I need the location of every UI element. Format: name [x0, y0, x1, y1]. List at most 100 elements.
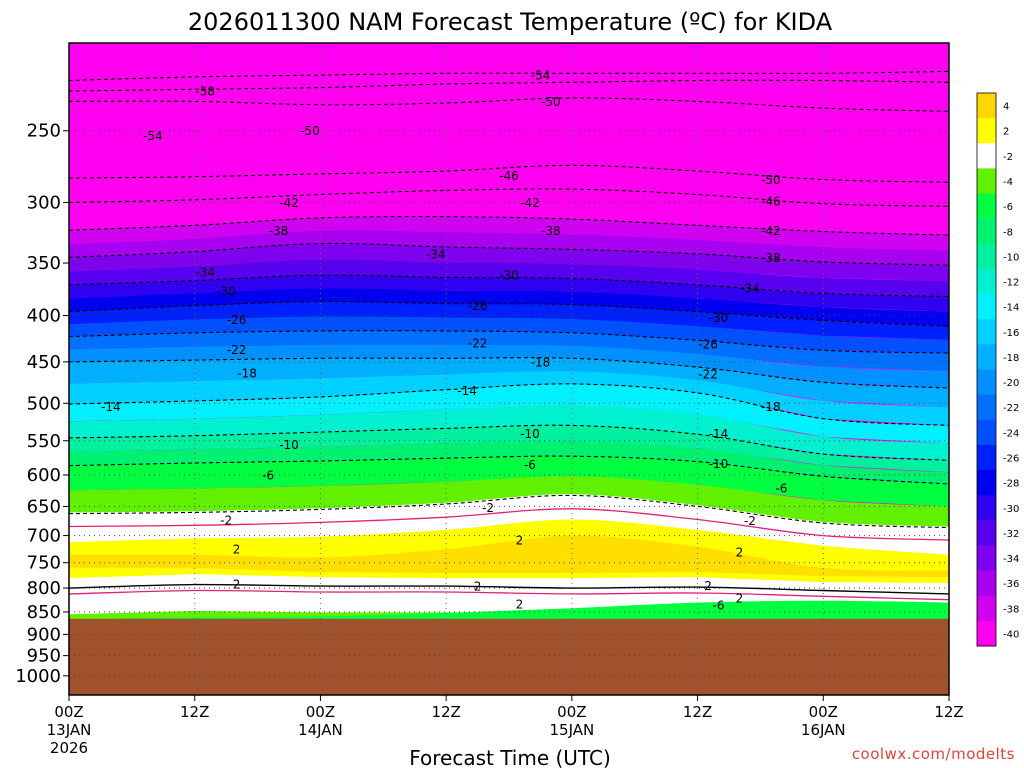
colorbar-tick-label: -38: [1003, 604, 1019, 615]
contour-label: 2: [704, 579, 712, 593]
y-tick-label: 650: [27, 496, 61, 517]
colorbar-tick-label: -36: [1003, 579, 1019, 590]
colorbar-tick-label: -2: [1003, 152, 1013, 163]
contour-label: -22: [227, 343, 247, 357]
zero-line: [69, 508, 949, 541]
temperature-band: [69, 357, 949, 408]
contour-label: -22: [468, 337, 488, 351]
x-tick-label: 12Z: [431, 703, 460, 721]
colorbar-swatch: [977, 520, 996, 546]
y-tick-label: 550: [27, 431, 61, 452]
contour-label: -38: [541, 224, 561, 238]
x-tick-label: 00Z: [54, 703, 83, 721]
band-warmest: [69, 535, 949, 578]
contour-label: -50: [541, 95, 561, 109]
colorbar: 4 2 -2 -4 -6 -8 -10 -12 -14 -16 -18 -20 -22 -24 -26 -28…: [976, 92, 1019, 647]
contour-label: -42: [279, 196, 299, 210]
contour-labels: -54-58-54 -50-50-50-46-46-42 -42-42-38 -38-…: [101, 69, 787, 613]
y-tick-label: 950: [27, 646, 61, 667]
y-tick-label: 500: [27, 393, 61, 414]
colorbar-tick-label: -24: [1003, 428, 1019, 439]
x-tick-label: 12Z: [180, 703, 209, 721]
colorbar-tick-label: -32: [1003, 529, 1019, 540]
contour-label: -14: [101, 400, 121, 414]
colorbar-swatch: [977, 394, 996, 421]
contour-label: -38: [269, 224, 289, 238]
colorbar-swatch: [977, 294, 996, 320]
y-tick-label: 700: [27, 526, 61, 547]
chart-title: 2026011300 NAM Forecast Temperature (ºC)…: [188, 8, 833, 36]
temperature-band: [69, 344, 949, 388]
contour-label: -58: [195, 85, 215, 99]
colorbar-swatch: [977, 268, 996, 295]
contour-label: -26: [468, 299, 488, 313]
x-tick-date: 15JAN: [549, 721, 594, 739]
contour-label: -50: [300, 124, 320, 138]
y-tick-label: 600: [27, 465, 61, 486]
colorbar-tick-label: -26: [1003, 453, 1019, 464]
temperature-band: [69, 275, 949, 312]
contour-label: -46: [499, 169, 519, 183]
y-tick-label: 250: [27, 121, 61, 142]
contour-label: -34: [740, 282, 760, 296]
credit-text: coolwx.com/modelts: [852, 745, 1015, 763]
colorbar-tick-label: -28: [1003, 479, 1019, 490]
colorbar-swatch: [977, 595, 996, 622]
contour-label: -6: [713, 598, 725, 612]
colorbar-swatch: [977, 369, 996, 396]
contour-label: -6: [262, 468, 274, 482]
contour-label: -30: [709, 311, 729, 325]
temperature-band: [69, 330, 949, 371]
temperature-band: [69, 203, 949, 236]
plot-frame: [68, 42, 950, 696]
temperature-band: [69, 301, 949, 340]
y-tick-label: 850: [27, 602, 61, 623]
colorbar-tick-label: -40: [1003, 629, 1019, 640]
contour-label: -30: [499, 269, 519, 283]
colorbar-swatch: [977, 243, 996, 270]
colorbar-tick-label: -8: [1003, 227, 1013, 238]
contour-label: -34: [426, 247, 446, 261]
contour-label: 2: [736, 591, 744, 605]
contour-label: 2: [736, 546, 744, 560]
contour-label: -14: [457, 384, 477, 398]
colorbar-swatch: [977, 143, 996, 169]
x-tick-label: 00Z: [306, 703, 335, 721]
contour-label: -18: [761, 400, 781, 414]
contour-label: -22: [698, 367, 718, 381]
colorbar-swatch: [977, 495, 996, 521]
contour-label: -34: [195, 265, 215, 279]
contour-label: -10: [279, 438, 299, 452]
zero-line: [69, 589, 949, 601]
isotherm-line: [69, 383, 949, 426]
contour-label: -42: [520, 196, 540, 210]
x-tick-label: 12Z: [934, 703, 963, 721]
contour-label: -10: [709, 457, 729, 471]
colorbar-tick-label: -34: [1003, 554, 1019, 565]
colorbar-tick-label: -6: [1003, 202, 1013, 213]
contour-label: -6: [524, 458, 536, 472]
temperature-band: [69, 288, 949, 327]
y-tick-label: 350: [27, 253, 61, 274]
temperature-band: [69, 440, 949, 484]
temperature-band: [69, 371, 949, 426]
colorbar-tick-label: -12: [1003, 278, 1019, 289]
y-axis-ticks: 2503003504004505005506006507007508008509…: [15, 121, 69, 687]
colorbar-swatch: [977, 620, 996, 647]
colorbar-swatch: [977, 419, 996, 446]
contour-label: -2: [744, 514, 756, 528]
y-tick-label: 800: [27, 578, 61, 599]
y-tick-label: 750: [27, 553, 61, 574]
temperature-band: [69, 476, 949, 528]
isotherm-line: [69, 583, 949, 595]
contour-label: -2: [220, 514, 232, 528]
contour-label: -54: [143, 129, 163, 143]
contour-label: -26: [698, 337, 718, 351]
contour-label: -14: [709, 427, 729, 441]
contour-label: 2: [474, 580, 482, 594]
x-tick-label: 12Z: [683, 703, 712, 721]
contour-label: 2: [233, 542, 241, 556]
colorbar-swatch: [977, 344, 996, 370]
contour-label: -2: [482, 501, 494, 515]
